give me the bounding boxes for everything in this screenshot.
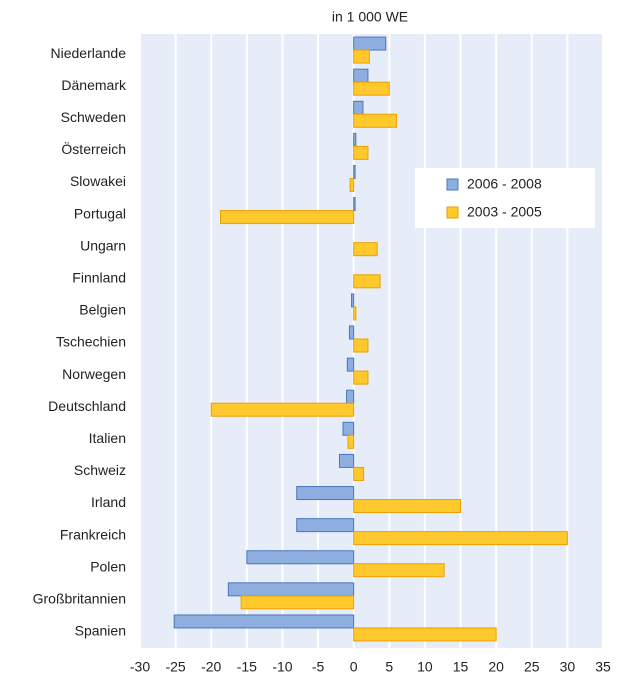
x-tick-label: 5 [385,659,393,675]
bar [353,563,445,578]
bar [353,499,462,514]
y-tick-label: Ungarn [80,237,126,253]
x-tick-label: 20 [488,659,504,675]
bar [353,197,356,212]
y-tick-label: Deutschland [48,398,126,414]
y-tick-label: Italien [89,430,126,446]
x-tick-label: -20 [201,659,221,675]
x-tick-label: 25 [524,659,540,675]
bar [353,132,357,147]
x-tick-label: 35 [595,659,611,675]
legend-swatch [446,206,459,219]
x-tick-label: -30 [130,659,150,675]
bar [353,164,356,179]
y-tick-label: Slowakei [70,173,126,189]
bar [342,421,355,436]
bar [349,177,355,192]
chart-title: in 1 000 WE [332,9,408,25]
y-tick-label: Niederlande [51,45,127,61]
bar [353,81,390,96]
x-tick-label: -10 [272,659,292,675]
y-tick-label: Irland [91,494,126,510]
y-tick-label: Spanien [75,623,126,639]
bar [346,357,355,372]
bar [351,293,355,308]
bar [353,306,357,321]
bar [348,325,355,340]
bar [227,582,355,597]
bar [173,614,355,629]
bar [353,49,370,64]
y-tick-label: Dänemark [61,77,127,93]
legend-label: 2003 - 2005 [467,204,542,220]
bar [353,242,378,257]
bar [296,486,355,501]
bar [353,36,387,51]
y-tick-label: Österreich [61,140,126,157]
y-tick-label: Belgien [79,302,126,318]
x-tick-label: -15 [237,659,257,675]
bar [353,274,381,289]
bar [353,531,568,546]
bar [219,210,355,225]
bar [353,627,497,642]
bar [347,434,355,449]
bar [296,518,355,533]
plot-area [140,34,603,648]
bar [353,466,365,481]
y-tick-label: Schweiz [74,462,126,478]
x-tick-label: 30 [560,659,576,675]
legend-swatch [446,178,459,191]
bar [346,389,355,404]
y-tick-label: Portugal [74,205,126,221]
x-tick-label: 0 [350,659,358,675]
x-tick-label: -5 [312,659,325,675]
bar [353,370,369,385]
bar [353,145,369,160]
x-tick-label: 10 [417,659,433,675]
y-tick-label: Großbritannien [33,591,126,607]
bar [210,402,355,417]
y-tick-label: Norwegen [62,366,126,382]
y-tick-label: Finnland [72,269,126,285]
x-tick-label: 15 [453,659,469,675]
y-tick-label: Tschechien [56,334,126,350]
bar [353,338,369,353]
bar [353,68,369,83]
legend-label: 2006 - 2008 [467,176,542,192]
bar [353,100,364,115]
bar [246,550,355,565]
y-tick-label: Schweden [61,109,126,125]
y-tick-label: Frankreich [60,526,126,542]
x-tick-label: -25 [165,659,185,675]
y-tick-label: Polen [90,558,126,574]
bar [240,595,355,610]
legend-box [415,168,595,228]
bar [338,453,355,468]
bar [353,113,397,128]
